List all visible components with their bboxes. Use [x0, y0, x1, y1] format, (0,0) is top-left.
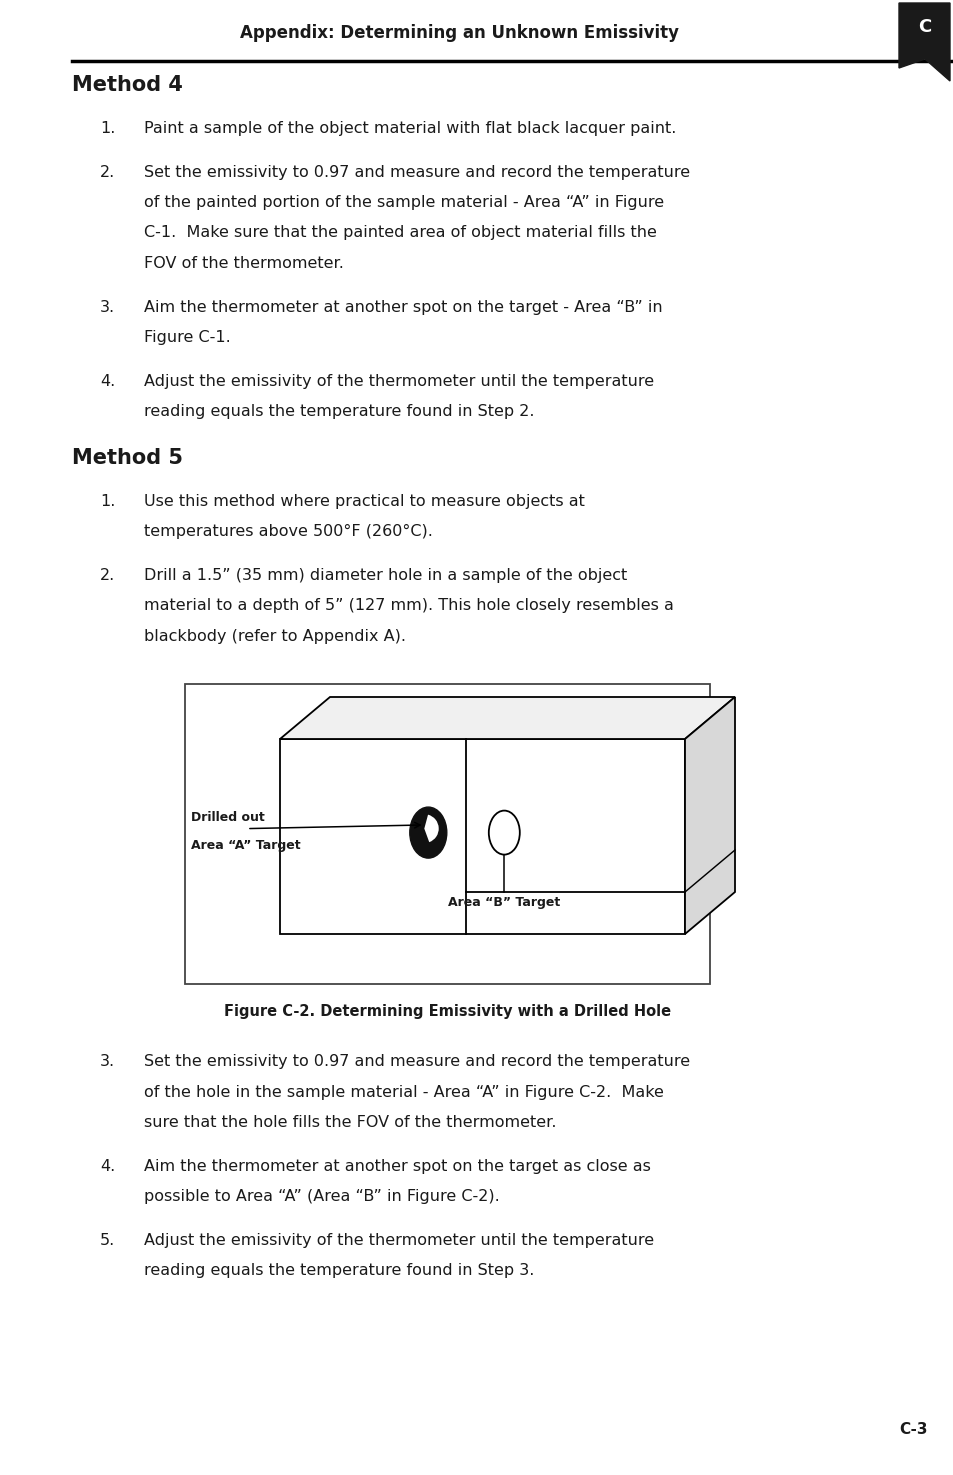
- Text: 3.: 3.: [100, 1055, 115, 1069]
- Text: 2.: 2.: [100, 165, 115, 180]
- Text: Aim the thermometer at another spot on the target as close as: Aim the thermometer at another spot on t…: [144, 1158, 650, 1174]
- Text: C: C: [917, 18, 930, 35]
- Text: 5.: 5.: [100, 1233, 115, 1248]
- Text: 1.: 1.: [100, 121, 115, 136]
- Ellipse shape: [488, 811, 519, 854]
- Text: sure that the hole fills the FOV of the thermometer.: sure that the hole fills the FOV of the …: [144, 1115, 556, 1130]
- Text: of the painted portion of the sample material - Area “A” in Figure: of the painted portion of the sample mat…: [144, 195, 663, 209]
- Text: Method 4: Method 4: [71, 75, 183, 94]
- Text: reading equals the temperature found in Step 2.: reading equals the temperature found in …: [144, 404, 534, 419]
- Text: Set the emissivity to 0.97 and measure and record the temperature: Set the emissivity to 0.97 and measure a…: [144, 165, 689, 180]
- Text: Aim the thermometer at another spot on the target - Area “B” in: Aim the thermometer at another spot on t…: [144, 299, 662, 314]
- Text: 4.: 4.: [100, 1158, 115, 1174]
- Text: Area “B” Target: Area “B” Target: [448, 895, 559, 909]
- Ellipse shape: [410, 807, 446, 858]
- Bar: [280, 739, 684, 934]
- Text: Area “A” Target: Area “A” Target: [191, 839, 300, 851]
- Text: Figure C-1.: Figure C-1.: [144, 330, 231, 345]
- Wedge shape: [424, 814, 438, 842]
- Text: material to a depth of 5” (127 mm). This hole closely resembles a: material to a depth of 5” (127 mm). This…: [144, 597, 673, 614]
- Text: Figure C-2. Determining Emissivity with a Drilled Hole: Figure C-2. Determining Emissivity with …: [224, 1004, 670, 1019]
- Polygon shape: [684, 698, 734, 934]
- Text: 3.: 3.: [100, 299, 115, 314]
- Text: Appendix: Determining an Unknown Emissivity: Appendix: Determining an Unknown Emissiv…: [240, 24, 679, 41]
- Bar: [185, 684, 709, 984]
- Text: Use this method where practical to measure objects at: Use this method where practical to measu…: [144, 494, 584, 509]
- Text: Set the emissivity to 0.97 and measure and record the temperature: Set the emissivity to 0.97 and measure a…: [144, 1055, 689, 1069]
- Text: temperatures above 500°F (260°C).: temperatures above 500°F (260°C).: [144, 524, 433, 538]
- Text: C-1.  Make sure that the painted area of object material fills the: C-1. Make sure that the painted area of …: [144, 226, 657, 240]
- Text: Drill a 1.5” (35 mm) diameter hole in a sample of the object: Drill a 1.5” (35 mm) diameter hole in a …: [144, 568, 626, 583]
- Text: Paint a sample of the object material with flat black lacquer paint.: Paint a sample of the object material wi…: [144, 121, 676, 136]
- Text: 4.: 4.: [100, 373, 115, 388]
- Text: Adjust the emissivity of the thermometer until the temperature: Adjust the emissivity of the thermometer…: [144, 373, 654, 388]
- Text: reading equals the temperature found in Step 3.: reading equals the temperature found in …: [144, 1263, 534, 1277]
- Polygon shape: [898, 3, 949, 81]
- Text: possible to Area “A” (Area “B” in Figure C-2).: possible to Area “A” (Area “B” in Figure…: [144, 1189, 499, 1204]
- Text: 1.: 1.: [100, 494, 115, 509]
- Polygon shape: [280, 698, 734, 739]
- Text: Adjust the emissivity of the thermometer until the temperature: Adjust the emissivity of the thermometer…: [144, 1233, 654, 1248]
- Text: FOV of the thermometer.: FOV of the thermometer.: [144, 257, 343, 271]
- Text: Method 5: Method 5: [71, 447, 183, 468]
- Text: C-3: C-3: [899, 1422, 927, 1437]
- Text: of the hole in the sample material - Area “A” in Figure C-2.  Make: of the hole in the sample material - Are…: [144, 1084, 663, 1099]
- Text: Drilled out: Drilled out: [191, 811, 265, 823]
- Text: blackbody (refer to Appendix A).: blackbody (refer to Appendix A).: [144, 628, 406, 643]
- Text: 2.: 2.: [100, 568, 115, 583]
